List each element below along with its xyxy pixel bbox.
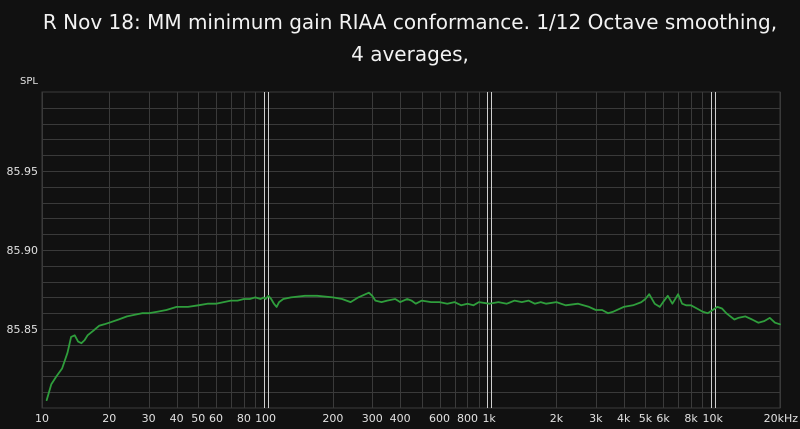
- x-tick-label: 5k: [639, 412, 653, 425]
- y-tick-label: 85.95: [7, 165, 39, 178]
- x-tick-label: 200: [322, 412, 343, 425]
- x-tick-label: 20kHz: [764, 412, 799, 425]
- x-tick-label: 6k: [656, 412, 670, 425]
- y-axis-label: SPL: [20, 76, 38, 87]
- y-tick-label: 85.85: [7, 323, 39, 336]
- x-tick-label: 600: [429, 412, 450, 425]
- chart-title: R Nov 18: MM minimum gain RIAA conforman…: [42, 10, 778, 66]
- tick-labels: 10 20 30 40 50 60 80 100 200 300 400 600 800 1k 2k 3k 4k…: [7, 165, 799, 425]
- x-tick-label: 300: [362, 412, 383, 425]
- x-tick-label: 80: [237, 412, 251, 425]
- x-tick-label: 30: [142, 412, 156, 425]
- grid: [41, 91, 781, 409]
- x-tick-label: 3k: [589, 412, 603, 425]
- series-line: [45, 291, 781, 401]
- y-tick-label: 85.90: [7, 244, 39, 257]
- x-tick-label: 1k: [482, 412, 496, 425]
- x-tick-label: 50: [191, 412, 205, 425]
- x-tick-label: 800: [457, 412, 478, 425]
- x-tick-label: 60: [209, 412, 223, 425]
- series-layer: [45, 291, 781, 401]
- x-tick-label: 2k: [550, 412, 564, 425]
- x-tick-label: 40: [170, 412, 184, 425]
- x-tick-label: 4k: [617, 412, 631, 425]
- x-tick-label: 10k: [703, 412, 724, 425]
- x-tick-label: 8k: [684, 412, 698, 425]
- x-tick-label: 10: [35, 412, 49, 425]
- x-tick-label: 400: [390, 412, 411, 425]
- x-tick-label: 20: [102, 412, 116, 425]
- x-tick-label: 100: [255, 412, 276, 425]
